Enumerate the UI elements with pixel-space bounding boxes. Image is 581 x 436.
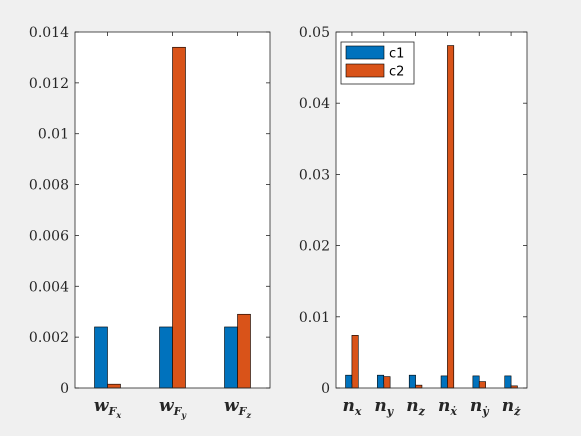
ytick-label: 0.004 [29, 279, 69, 295]
xtick-label-1: nx [342, 396, 361, 418]
ytick-label: 0.04 [299, 96, 330, 112]
ytick-label: 0.002 [29, 330, 69, 346]
legend-swatch-c2 [345, 63, 385, 78]
axes-frame [335, 31, 528, 389]
ytick-label: 0.05 [299, 25, 330, 41]
ytick-label: 0 [321, 381, 330, 397]
xtick-label-4: nẋ [438, 396, 457, 418]
ytick-label: 0.014 [29, 25, 69, 41]
bar-series1-3 [224, 326, 238, 389]
ytick-label: 0.012 [29, 76, 69, 92]
bar-c1-4 [440, 375, 448, 389]
bar-series1-2 [159, 326, 173, 389]
bar-c1-3 [408, 374, 416, 389]
bar-c1-6 [504, 375, 512, 389]
bar-c1-2 [377, 374, 385, 389]
left-axes: 0 0.002 0.004 0.006 0.008 0.01 0.012 0.014 wFx wF… [29, 25, 271, 420]
bar-c1-1 [345, 374, 353, 389]
ytick-label: 0.03 [299, 167, 330, 183]
xtick-label-2: wFy [159, 396, 187, 420]
xtick-label-2: ny [374, 396, 394, 418]
legend-label-c1: c1 [389, 47, 404, 62]
bar-c2-5 [478, 381, 486, 389]
xtick-label-5: nẏ [470, 396, 490, 418]
xtick-label-3: wFz [224, 396, 251, 420]
ytick-label: 0 [60, 381, 69, 397]
bar-c2-4 [447, 45, 455, 389]
xtick-label-3: nz [406, 396, 425, 418]
ytick-label: 0.01 [38, 127, 69, 143]
bar-series2-1 [107, 383, 121, 389]
legend-swatch-c1 [345, 45, 385, 60]
ytick-label: 0.006 [29, 228, 69, 244]
axes-background [336, 32, 527, 388]
ytick-label: 0.02 [299, 239, 330, 255]
bar-c1-5 [472, 375, 480, 389]
ytick-label: 0.008 [29, 178, 69, 194]
bar-c2-2 [383, 376, 391, 389]
bar-series1-1 [94, 326, 108, 389]
bar-c2-1 [351, 335, 359, 389]
ytick-label: 0.01 [299, 310, 330, 326]
legend-label-c2: c2 [389, 65, 404, 80]
bar-series2-2 [172, 46, 186, 389]
xtick-label-1: wFx [94, 396, 121, 420]
bar-c2-3 [415, 384, 423, 389]
xtick-label-6: nż [502, 396, 521, 418]
bar-series2-3 [237, 313, 251, 389]
